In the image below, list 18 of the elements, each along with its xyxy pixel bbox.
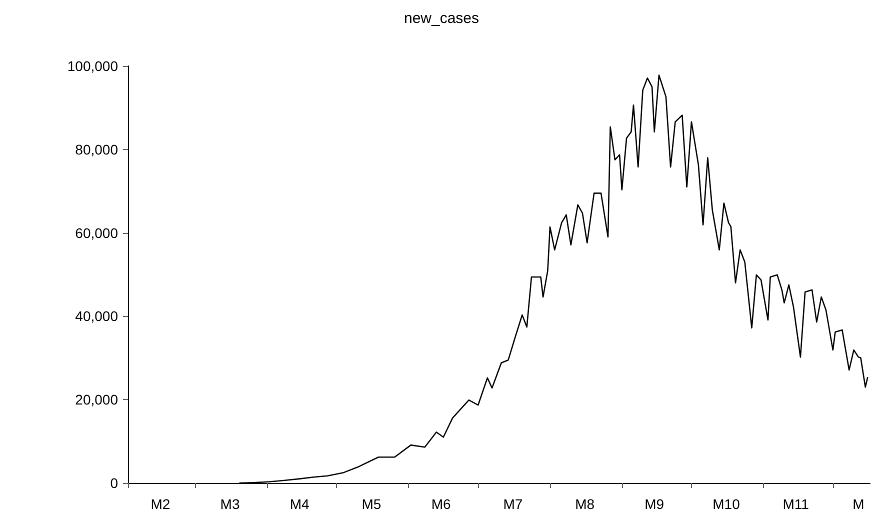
y-tick-label: 100,000 xyxy=(67,58,118,74)
x-tick-label: M11 xyxy=(782,496,810,512)
x-tick-label: M5 xyxy=(362,496,382,512)
x-tick-label: M2 xyxy=(150,496,170,512)
x-tick-label: M6 xyxy=(431,496,451,512)
x-tick-label: M9 xyxy=(644,496,664,512)
y-tick-label: 40,000 xyxy=(75,308,118,324)
x-tick-label: M10 xyxy=(712,496,740,512)
y-tick-label: 20,000 xyxy=(75,392,118,408)
x-tick-label: M4 xyxy=(290,496,310,512)
x-tick-label: M3 xyxy=(220,496,240,512)
y-tick-label: 60,000 xyxy=(75,224,118,241)
y-tick-label: 80,000 xyxy=(75,141,118,158)
y-tick-label: 0 xyxy=(110,475,118,491)
x-tick-label: M xyxy=(852,496,864,512)
x-tick-label: M8 xyxy=(575,496,595,512)
x-tick-label: M7 xyxy=(503,496,523,512)
chart-title: new_cases xyxy=(404,10,480,27)
